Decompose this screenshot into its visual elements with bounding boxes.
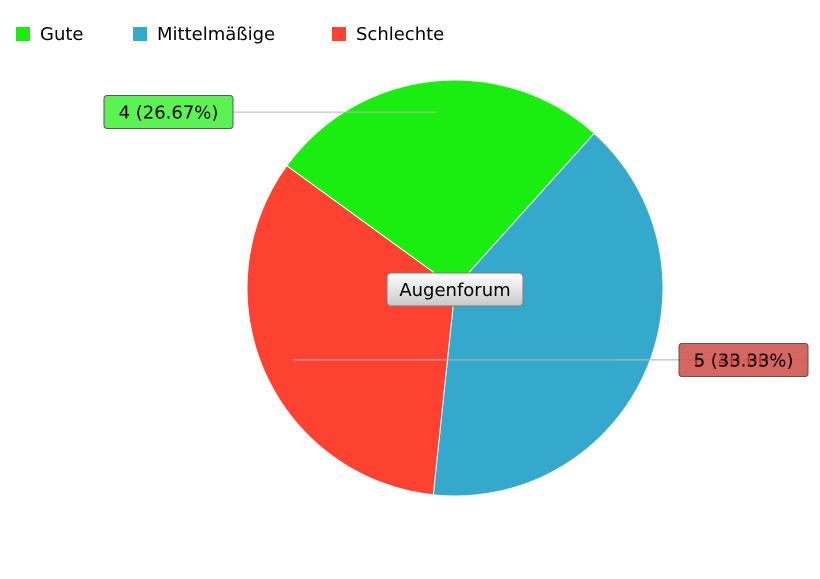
data-label-schlechte: 5 (33.33%)	[694, 351, 794, 372]
center-label-box: Augenforum	[386, 272, 524, 307]
legend-entry-mittelmassige: Mittelmäßige	[157, 24, 275, 45]
pie-slice-schlechte	[246, 165, 456, 496]
pie-slice-mittelmassige	[432, 132, 664, 497]
legend-swatch-schlechte	[332, 27, 346, 41]
legend-entry-schlechte: Schlechte	[356, 24, 444, 45]
data-label-box-gute	[103, 95, 234, 129]
center-label-background	[386, 272, 524, 307]
data-labels: 4 (26.67%)6 (40.00%)5 (33.33%)	[103, 95, 809, 377]
pie-slice-gute	[286, 79, 595, 289]
legend-entry-gute: Gute	[40, 24, 84, 45]
pie-slices	[246, 79, 664, 497]
data-label-gute: 4 (26.67%)	[119, 103, 219, 124]
legend-swatch-mittelmassige	[133, 27, 147, 41]
center-label: Augenforum	[399, 280, 510, 301]
legend-swatch-gute	[16, 27, 30, 41]
data-label-box-schlechte	[678, 343, 809, 377]
legend: Gute Mittelmäßige Schlechte	[16, 24, 444, 45]
